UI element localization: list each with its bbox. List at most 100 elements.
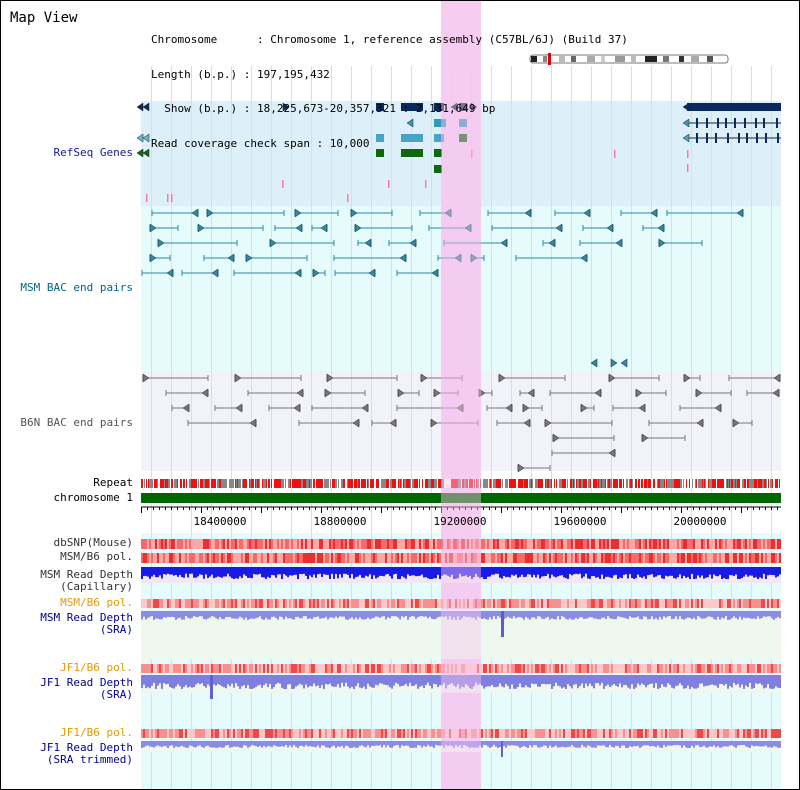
msm-depth-sra-bar: [361, 611, 363, 620]
dbsnp-heat: [629, 539, 631, 549]
jf1-depth-sra-bar: [455, 675, 457, 687]
msm-b6-pol-sra-heat: [341, 599, 343, 608]
jf1-depth-sra-bar: [323, 675, 325, 689]
jf1-b6-pol-heat: [369, 664, 371, 673]
msm-b6-pol-heat: [551, 553, 553, 563]
msm-depth-sra-bar: [555, 611, 557, 620]
msm-b6-pol-sra-heat: [753, 599, 755, 608]
msm-bac-end-pairs-label[interactable]: MSM BAC end pairs: [20, 281, 133, 294]
chromosome-ideogram[interactable]: [529, 52, 731, 66]
msm-b6-pol-heat: [683, 553, 685, 563]
msm-b6-pol-sra-heat: [613, 599, 615, 608]
jf1-b6-pol-trimmed-heat: [397, 729, 399, 738]
jf1-depth-trimmed-bar: [405, 741, 407, 746]
msm-b6-pol-sra-heat: [469, 599, 471, 608]
jf1-b6-pol-trimmed-heat: [587, 729, 589, 738]
msm-depth-capillary-bar: [383, 567, 385, 577]
jf1-b6-pol-heat: [225, 664, 227, 673]
jf1-depth-sra-bar: [349, 675, 351, 689]
jf1-b6-pol-trimmed-heat: [663, 729, 665, 738]
msm-b6-pol-heat: [315, 553, 317, 563]
jf1-depth-sra-bar: [197, 675, 199, 684]
jf1-b6-pol-trimmed-heat: [363, 729, 365, 738]
jf1-b6-pol-heat: [213, 664, 215, 673]
jf1-depth-sra-bar: [585, 675, 587, 684]
jf1-depth-sra-bar: [701, 675, 703, 684]
jf1-depth-trimmed-bar: [241, 741, 243, 748]
msm-b6-pol-sra-heat: [619, 599, 621, 608]
repeat-block: [613, 479, 615, 488]
msm-b6-pol-sra-heat: [475, 599, 477, 608]
jf1-depth-sra-bar: [233, 675, 235, 688]
jf1-depth-trimmed-bar: [187, 741, 189, 748]
repeat-block: [632, 479, 633, 488]
msm-depth-capillary-bar: [631, 567, 633, 578]
dbsnp-heat: [765, 539, 767, 549]
axis-tick-label: 18800000: [313, 515, 367, 528]
dbsnp-heat: [357, 539, 359, 549]
jf1-depth-trimmed-bar: [369, 741, 371, 748]
repeat-block: [198, 479, 199, 488]
msm-depth-capillary-bar: [385, 567, 387, 575]
jf1-depth-trimmed-bar: [159, 741, 161, 747]
dbsnp-heat: [741, 539, 743, 549]
dbsnp-heat: [349, 539, 351, 549]
msm-depth-sra-bar: [671, 611, 673, 620]
gene-arrow: [433, 388, 441, 398]
msm-b6-pol-heat: [643, 553, 645, 563]
msm-b6-pol-heat: [331, 553, 333, 563]
msm-b6-pol-sra-heat: [201, 599, 203, 608]
msm-depth-capillary-bar: [777, 567, 779, 577]
msm-depth-sra-bar: [779, 611, 781, 619]
jf1-depth-trimmed-bar: [509, 741, 511, 746]
msm-b6-pol-sra-heat: [199, 599, 201, 608]
msm-b6-pol-heat: [511, 553, 513, 563]
msm-b6-pol-sra-heat: [577, 599, 579, 608]
msm-depth-capillary-bar: [613, 567, 615, 576]
msm-b6-pol-heat: [515, 553, 517, 563]
jf1-depth-sra-bar: [463, 675, 465, 688]
msm-depth-capillary-bar: [587, 567, 589, 579]
msm-b6-pol-heat: [563, 553, 565, 563]
msm-depth-sra-bar: [619, 611, 621, 617]
repeat-block: [388, 479, 389, 488]
dbsnp-heat: [577, 539, 579, 549]
jf1-depth-trimmed-bar: [517, 741, 519, 747]
msm-depth-capillary-bar: [651, 567, 653, 575]
jf1-b6-pol-heat: [673, 664, 675, 673]
msm-b6-pol-heat: [271, 553, 273, 563]
repeat-block: [214, 479, 216, 488]
msm-depth-sra-bar: [775, 611, 777, 619]
jf1-depth-sra-bar: [177, 675, 179, 685]
jf1-depth-trimmed-bar: [507, 741, 509, 746]
msm-depth-capillary-bar: [391, 567, 393, 579]
jf1-depth-sra-bar: [753, 675, 755, 689]
jf1-b6-pol-trimmed-heat: [171, 729, 173, 738]
jf1-depth-trimmed-bar: [179, 741, 181, 747]
jf1-depth-trimmed-bar: [491, 741, 493, 747]
dbsnp-heat: [759, 539, 761, 549]
msm-b6-pol-heat: [661, 553, 663, 563]
dbsnp-heat: [683, 539, 685, 549]
jf1-depth-trimmed-bar: [321, 741, 323, 746]
jf1-depth-trimmed-bar: [687, 741, 689, 748]
dbsnp-heat: [243, 539, 245, 549]
msm-depth-sra-bar: [635, 611, 637, 618]
jf1-b6-pol-trimmed-heat: [777, 729, 779, 738]
refseq-genes-label[interactable]: RefSeq Genes: [53, 146, 133, 159]
msm-b6-pol-sra-heat: [703, 599, 705, 608]
jf1-depth-trimmed-bar: [281, 741, 283, 747]
jf1-b6-pol-trimmed-heat: [475, 729, 477, 738]
msm-depth-capillary-bar: [411, 567, 413, 576]
jf1-b6-pol-trimmed-heat: [519, 729, 521, 738]
msm-b6-pol-sra-heat: [651, 599, 653, 608]
msm-b6-pol-heat: [345, 553, 347, 563]
dbsnp-heat: [761, 539, 763, 549]
msm-depth-capillary-bar: [779, 567, 781, 575]
b6n-bac-end-pairs-label[interactable]: B6N BAC end pairs: [20, 416, 133, 429]
msm-b6-pol-heat: [613, 553, 615, 563]
msm-b6-pol-heat: [275, 553, 277, 563]
msm-b6-pol-sra-heat: [449, 599, 451, 608]
jf1-b6-pol-heat: [251, 664, 253, 673]
